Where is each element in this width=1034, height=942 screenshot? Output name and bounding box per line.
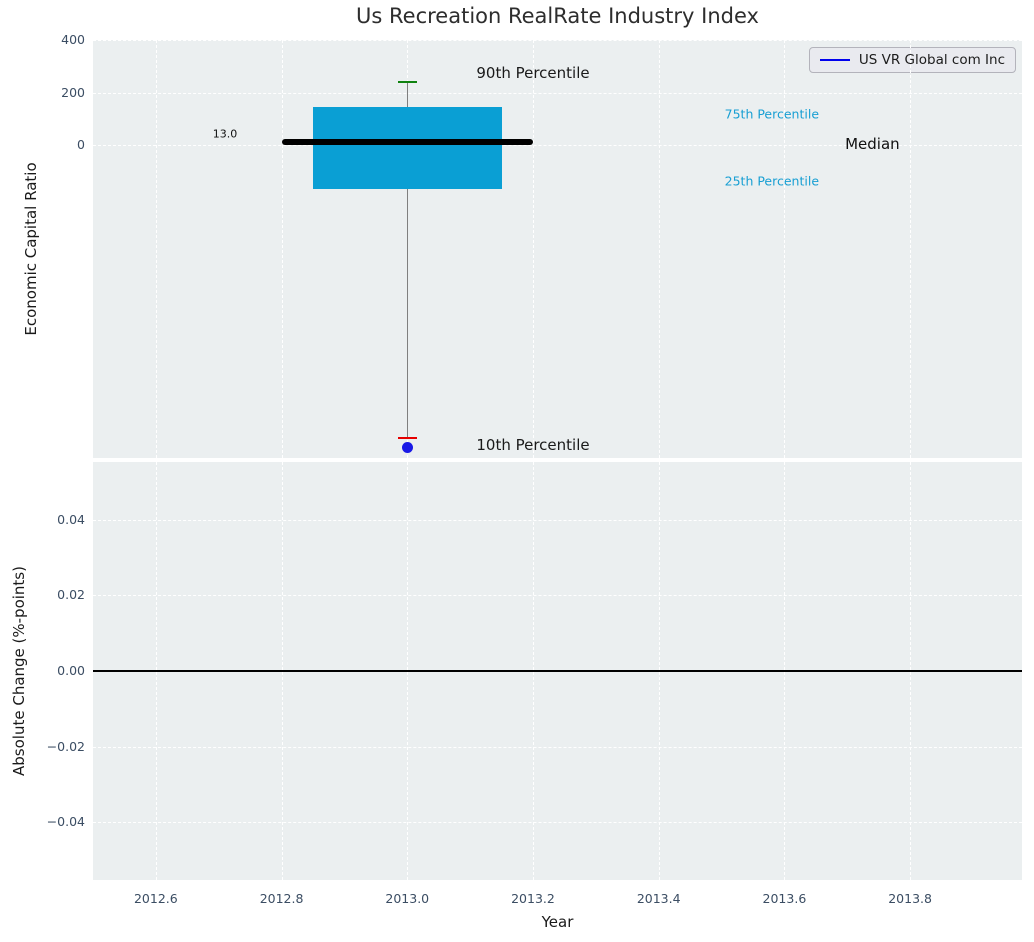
box-iqr [312, 107, 502, 189]
chart-title: Us Recreation RealRate Industry Index [356, 4, 759, 28]
y-tick-label: 200 [61, 84, 85, 100]
grid-line-horizontal [93, 40, 1022, 41]
x-tick-label: 2012.8 [259, 891, 304, 906]
grid-line-horizontal [93, 822, 1022, 824]
grid-line-vertical [281, 40, 283, 458]
annotation-p90-label: 90th Percentile [476, 63, 590, 82]
grid-line-horizontal [93, 519, 1022, 521]
x-tick-label: 2013.2 [511, 891, 555, 906]
median-line [281, 139, 533, 146]
grid-line-vertical [658, 40, 660, 458]
axes-economic-capital-ratio: US VR Global com Inc 90th Percentile 10th… [93, 40, 1022, 458]
x-tick-label: 2013.4 [636, 891, 681, 906]
grid-line-vertical [532, 40, 534, 458]
y-tick-label: 0.02 [57, 587, 85, 603]
annotation-p75-label: 75th Percentile [724, 106, 820, 122]
legend-line-swatch [819, 59, 850, 61]
grid-line-vertical [784, 40, 786, 458]
grid-line-vertical [910, 40, 912, 458]
annotation-median-label: Median [845, 135, 900, 154]
y-tick-label: 0 [77, 137, 85, 153]
p10-cap [397, 437, 417, 440]
y-tick-label: −0.04 [46, 814, 85, 830]
grid-line-horizontal [93, 746, 1022, 748]
y-tick-label: 400 [61, 32, 85, 47]
x-axis-label: Year [541, 913, 574, 931]
grid-line-vertical [407, 40, 409, 458]
annotation-p25-label: 25th Percentile [724, 173, 820, 189]
y-axis-label-top: Economic Capital Ratio [22, 162, 40, 336]
whisker-line [406, 82, 408, 439]
y-tick-label: −0.02 [46, 738, 85, 754]
p90-cap [397, 81, 417, 84]
annotation-median-value-label: 13.0 [212, 127, 238, 141]
x-tick-label: 2013.8 [888, 891, 932, 906]
zero-reference-line [93, 670, 1022, 672]
axes-absolute-change [93, 462, 1022, 880]
grid-line-horizontal [93, 145, 1022, 147]
legend-label: US VR Global com Inc [858, 52, 1005, 68]
grid-line-horizontal [93, 595, 1022, 597]
x-tick-label: 2013.6 [762, 891, 807, 906]
annotation-p10-label: 10th Percentile [476, 435, 590, 454]
x-tick-label: 2012.6 [133, 891, 178, 906]
grid-line-vertical [155, 40, 157, 458]
grid-line-horizontal [93, 92, 1022, 94]
y-tick-label: 0.00 [57, 663, 85, 678]
x-tick-label: 2013.0 [385, 891, 430, 906]
company-point [401, 442, 413, 454]
legend: US VR Global com Inc [808, 47, 1016, 73]
y-tick-label: 0.04 [57, 511, 85, 527]
